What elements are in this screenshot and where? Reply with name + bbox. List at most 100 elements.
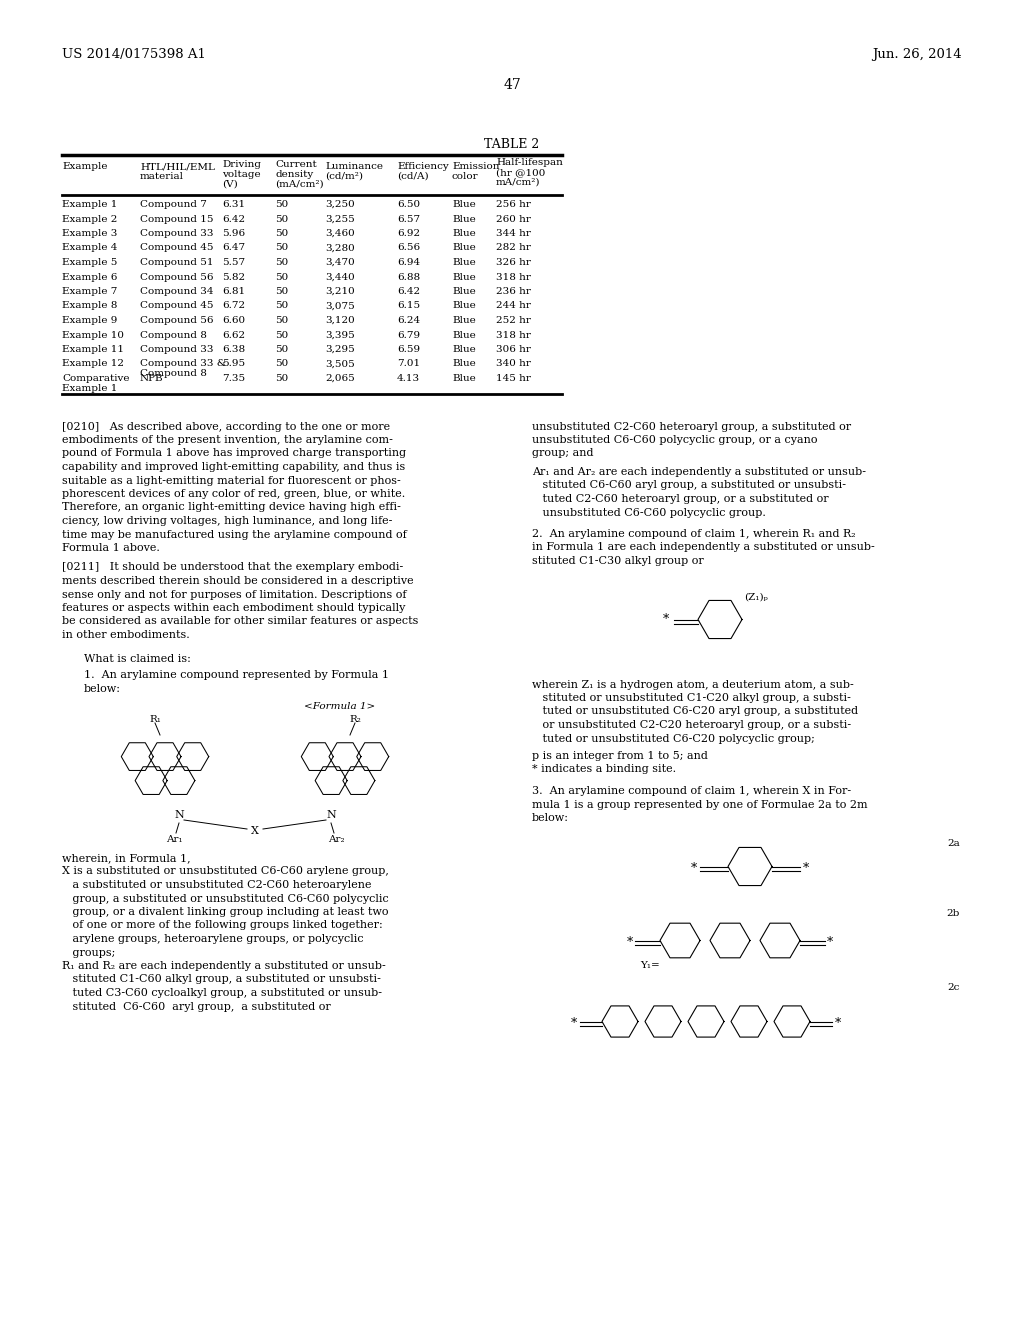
Text: 4.13: 4.13 (397, 374, 420, 383)
Text: 3,210: 3,210 (325, 286, 354, 296)
Text: 145 hr: 145 hr (496, 374, 530, 383)
Text: 5.96: 5.96 (222, 228, 245, 238)
Text: 6.88: 6.88 (397, 272, 420, 281)
Text: suitable as a light-emitting material for fluorescent or phos-: suitable as a light-emitting material fo… (62, 475, 400, 486)
Text: Compound 34: Compound 34 (140, 286, 213, 296)
Text: Example 10: Example 10 (62, 330, 124, 339)
Text: 50: 50 (275, 315, 288, 325)
Text: 3,255: 3,255 (325, 214, 354, 223)
Text: *: * (835, 1016, 841, 1030)
Text: 50: 50 (275, 228, 288, 238)
Text: Blue: Blue (452, 257, 476, 267)
Text: tuted or unsubstituted C6-C20 polycyclic group;: tuted or unsubstituted C6-C20 polycyclic… (532, 734, 815, 743)
Text: 2c: 2c (947, 983, 961, 993)
Text: 50: 50 (275, 214, 288, 223)
Text: 2b: 2b (946, 908, 961, 917)
Text: 252 hr: 252 hr (496, 315, 530, 325)
Text: 318 hr: 318 hr (496, 330, 530, 339)
Text: unsubstituted C2-C60 heteroaryl group, a substituted or: unsubstituted C2-C60 heteroaryl group, a… (532, 421, 851, 432)
Text: color: color (452, 172, 478, 181)
Text: Blue: Blue (452, 345, 476, 354)
Text: Formula 1 above.: Formula 1 above. (62, 543, 160, 553)
Text: 5.57: 5.57 (222, 257, 245, 267)
Text: 3,505: 3,505 (325, 359, 354, 368)
Text: 3,295: 3,295 (325, 345, 354, 354)
Text: 3,395: 3,395 (325, 330, 354, 339)
Text: Blue: Blue (452, 359, 476, 368)
Text: Compound 33: Compound 33 (140, 228, 213, 238)
Text: (Z₁)ₚ: (Z₁)ₚ (744, 593, 768, 602)
Text: ciency, low driving voltages, high luminance, and long life-: ciency, low driving voltages, high lumin… (62, 516, 392, 525)
Text: 50: 50 (275, 345, 288, 354)
Text: 306 hr: 306 hr (496, 345, 530, 354)
Text: 6.47: 6.47 (222, 243, 245, 252)
Text: sense only and not for purposes of limitation. Descriptions of: sense only and not for purposes of limit… (62, 590, 407, 599)
Text: groups;: groups; (62, 948, 116, 957)
Text: unsubstituted C6-C60 polycyclic group, or a cyano: unsubstituted C6-C60 polycyclic group, o… (532, 436, 817, 445)
Text: NPB: NPB (140, 374, 164, 383)
Text: material: material (140, 172, 184, 181)
Text: 3,470: 3,470 (325, 257, 354, 267)
Text: in Formula 1 are each independently a substituted or unsub-: in Formula 1 are each independently a su… (532, 543, 874, 553)
Text: Blue: Blue (452, 301, 476, 310)
Text: arylene groups, heteroarylene groups, or polycyclic: arylene groups, heteroarylene groups, or… (62, 935, 364, 944)
Text: Example 8: Example 8 (62, 301, 118, 310)
Text: Example 6: Example 6 (62, 272, 118, 281)
Text: tuted or unsubstituted C6-C20 aryl group, a substituted: tuted or unsubstituted C6-C20 aryl group… (532, 706, 858, 717)
Text: 3,075: 3,075 (325, 301, 354, 310)
Text: features or aspects within each embodiment should typically: features or aspects within each embodime… (62, 603, 406, 612)
Text: <Formula 1>: <Formula 1> (304, 702, 376, 711)
Text: TABLE 2: TABLE 2 (484, 139, 540, 150)
Text: or unsubstituted C2-C20 heteroaryl group, or a substi-: or unsubstituted C2-C20 heteroaryl group… (532, 719, 851, 730)
Text: Compound 45: Compound 45 (140, 243, 213, 252)
Text: 7.01: 7.01 (397, 359, 420, 368)
Text: in other embodiments.: in other embodiments. (62, 630, 189, 640)
Text: 1.  An arylamine compound represented by Formula 1: 1. An arylamine compound represented by … (84, 671, 389, 680)
Text: ments described therein should be considered in a descriptive: ments described therein should be consid… (62, 576, 414, 586)
Text: *: * (826, 936, 834, 949)
Text: *: * (803, 862, 809, 875)
Text: Current: Current (275, 160, 316, 169)
Text: Example 2: Example 2 (62, 214, 118, 223)
Text: Blue: Blue (452, 228, 476, 238)
Text: (cd/m²): (cd/m²) (325, 172, 362, 181)
Text: mula 1 is a group represented by one of Formulae 2a to 2m: mula 1 is a group represented by one of … (532, 800, 867, 809)
Text: embodiments of the present invention, the arylamine com-: embodiments of the present invention, th… (62, 436, 393, 445)
Text: Example 12: Example 12 (62, 359, 124, 368)
Text: pound of Formula 1 above has improved charge transporting: pound of Formula 1 above has improved ch… (62, 449, 407, 458)
Text: wherein Z₁ is a hydrogen atom, a deuterium atom, a sub-: wherein Z₁ is a hydrogen atom, a deuteri… (532, 680, 854, 689)
Text: mA/cm²): mA/cm²) (496, 178, 541, 187)
Text: 2,065: 2,065 (325, 374, 354, 383)
Text: 282 hr: 282 hr (496, 243, 530, 252)
Text: 6.42: 6.42 (222, 214, 245, 223)
Text: 244 hr: 244 hr (496, 301, 530, 310)
Text: tuted C2-C60 heteroaryl group, or a substituted or: tuted C2-C60 heteroaryl group, or a subs… (532, 494, 828, 504)
Text: group; and: group; and (532, 449, 594, 458)
Text: voltage: voltage (222, 170, 261, 180)
Text: *: * (570, 1016, 578, 1030)
Text: Ar₁ and Ar₂ are each independently a substituted or unsub-: Ar₁ and Ar₂ are each independently a sub… (532, 467, 866, 477)
Text: group, a substituted or unsubstituted C6-C60 polycyclic: group, a substituted or unsubstituted C6… (62, 894, 389, 903)
Text: Example 4: Example 4 (62, 243, 118, 252)
Text: Compound 33: Compound 33 (140, 345, 213, 354)
Text: 6.59: 6.59 (397, 345, 420, 354)
Text: p is an integer from 1 to 5; and: p is an integer from 1 to 5; and (532, 751, 708, 762)
Text: US 2014/0175398 A1: US 2014/0175398 A1 (62, 48, 206, 61)
Text: Compound 45: Compound 45 (140, 301, 213, 310)
Text: 50: 50 (275, 201, 288, 209)
Text: Example 1: Example 1 (62, 201, 118, 209)
Text: 6.38: 6.38 (222, 345, 245, 354)
Text: Blue: Blue (452, 330, 476, 339)
Text: 260 hr: 260 hr (496, 214, 530, 223)
Text: Example 3: Example 3 (62, 228, 118, 238)
Text: HTL/HIL/EML: HTL/HIL/EML (140, 162, 215, 172)
Text: 3,440: 3,440 (325, 272, 354, 281)
Text: Driving: Driving (222, 160, 261, 169)
Text: Blue: Blue (452, 272, 476, 281)
Text: (V): (V) (222, 180, 238, 189)
Text: Example 5: Example 5 (62, 257, 118, 267)
Text: 50: 50 (275, 374, 288, 383)
Text: 2.  An arylamine compound of claim 1, wherein R₁ and R₂: 2. An arylamine compound of claim 1, whe… (532, 529, 856, 539)
Text: Compound 8: Compound 8 (140, 330, 207, 339)
Text: time may be manufactured using the arylamine compound of: time may be manufactured using the aryla… (62, 529, 407, 540)
